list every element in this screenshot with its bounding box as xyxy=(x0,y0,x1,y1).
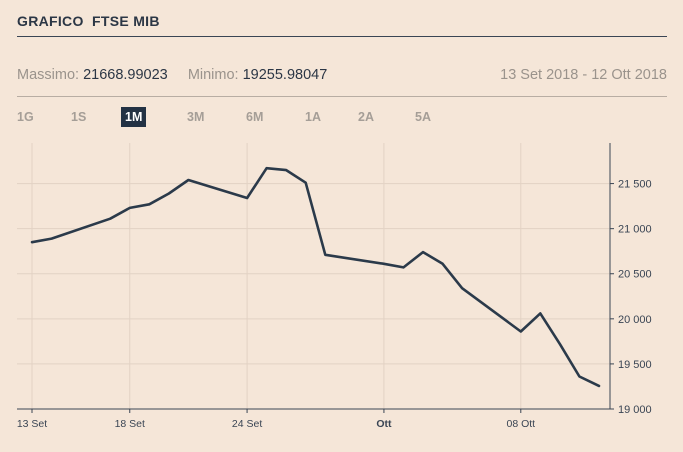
period-tab-1s[interactable]: 1S xyxy=(71,110,87,124)
period-tab-1g[interactable]: 1G xyxy=(17,110,34,124)
y-tick-label: 19 000 xyxy=(618,404,652,416)
period-tab-1a[interactable]: 1A xyxy=(305,110,321,124)
period-tab-6m[interactable]: 6M xyxy=(246,110,264,124)
period-selector: 1G 1S 1M 3M 6M 1A 2A 5A xyxy=(0,107,683,129)
title-divider xyxy=(17,36,667,37)
y-tick-label: 20 500 xyxy=(618,269,652,281)
period-tab-2a[interactable]: 2A xyxy=(358,110,374,124)
x-tick-label: 18 Set xyxy=(115,418,145,430)
page-title: GRAFICO FTSE MIB xyxy=(17,13,160,29)
x-tick-label: 24 Set xyxy=(232,418,262,430)
x-tick-label: Ott xyxy=(376,418,392,430)
max-label: Massimo: xyxy=(17,67,80,83)
max-value: 21668.99023 xyxy=(83,67,168,83)
x-tick-label: 08 Ott xyxy=(506,418,535,430)
x-tick-labels: 13 Set 18 Set 24 Set Ott 08 Ott xyxy=(17,418,535,430)
chart-grid xyxy=(17,143,610,409)
y-tick-label: 19 500 xyxy=(618,359,652,371)
y-tick-label: 21 000 xyxy=(618,224,652,236)
line-chart: 13 Set 18 Set 24 Set Ott 08 Ott 19 000 19 500… xyxy=(17,143,652,430)
y-tick-labels: 19 000 19 500 20 000 20 500 21 000 21 500 xyxy=(618,179,652,416)
period-tab-1m[interactable]: 1M xyxy=(121,107,147,127)
period-tab-5a[interactable]: 5A xyxy=(415,110,431,124)
y-tick-label: 21 500 xyxy=(618,179,652,191)
y-tick-label: 20 000 xyxy=(618,314,652,326)
x-tick-label: 13 Set xyxy=(17,418,47,430)
series-line xyxy=(30,166,601,388)
period-tab-3m[interactable]: 3M xyxy=(187,110,205,124)
stats-divider xyxy=(17,96,667,97)
stats-row: Massimo: 21668.99023 Minimo: 19255.98047… xyxy=(17,67,667,87)
date-range: 13 Set 2018 - 12 Ott 2018 xyxy=(500,67,667,83)
chart-axes xyxy=(17,143,614,413)
min-label: Minimo: xyxy=(187,67,239,83)
min-value: 19255.98047 xyxy=(242,67,328,83)
